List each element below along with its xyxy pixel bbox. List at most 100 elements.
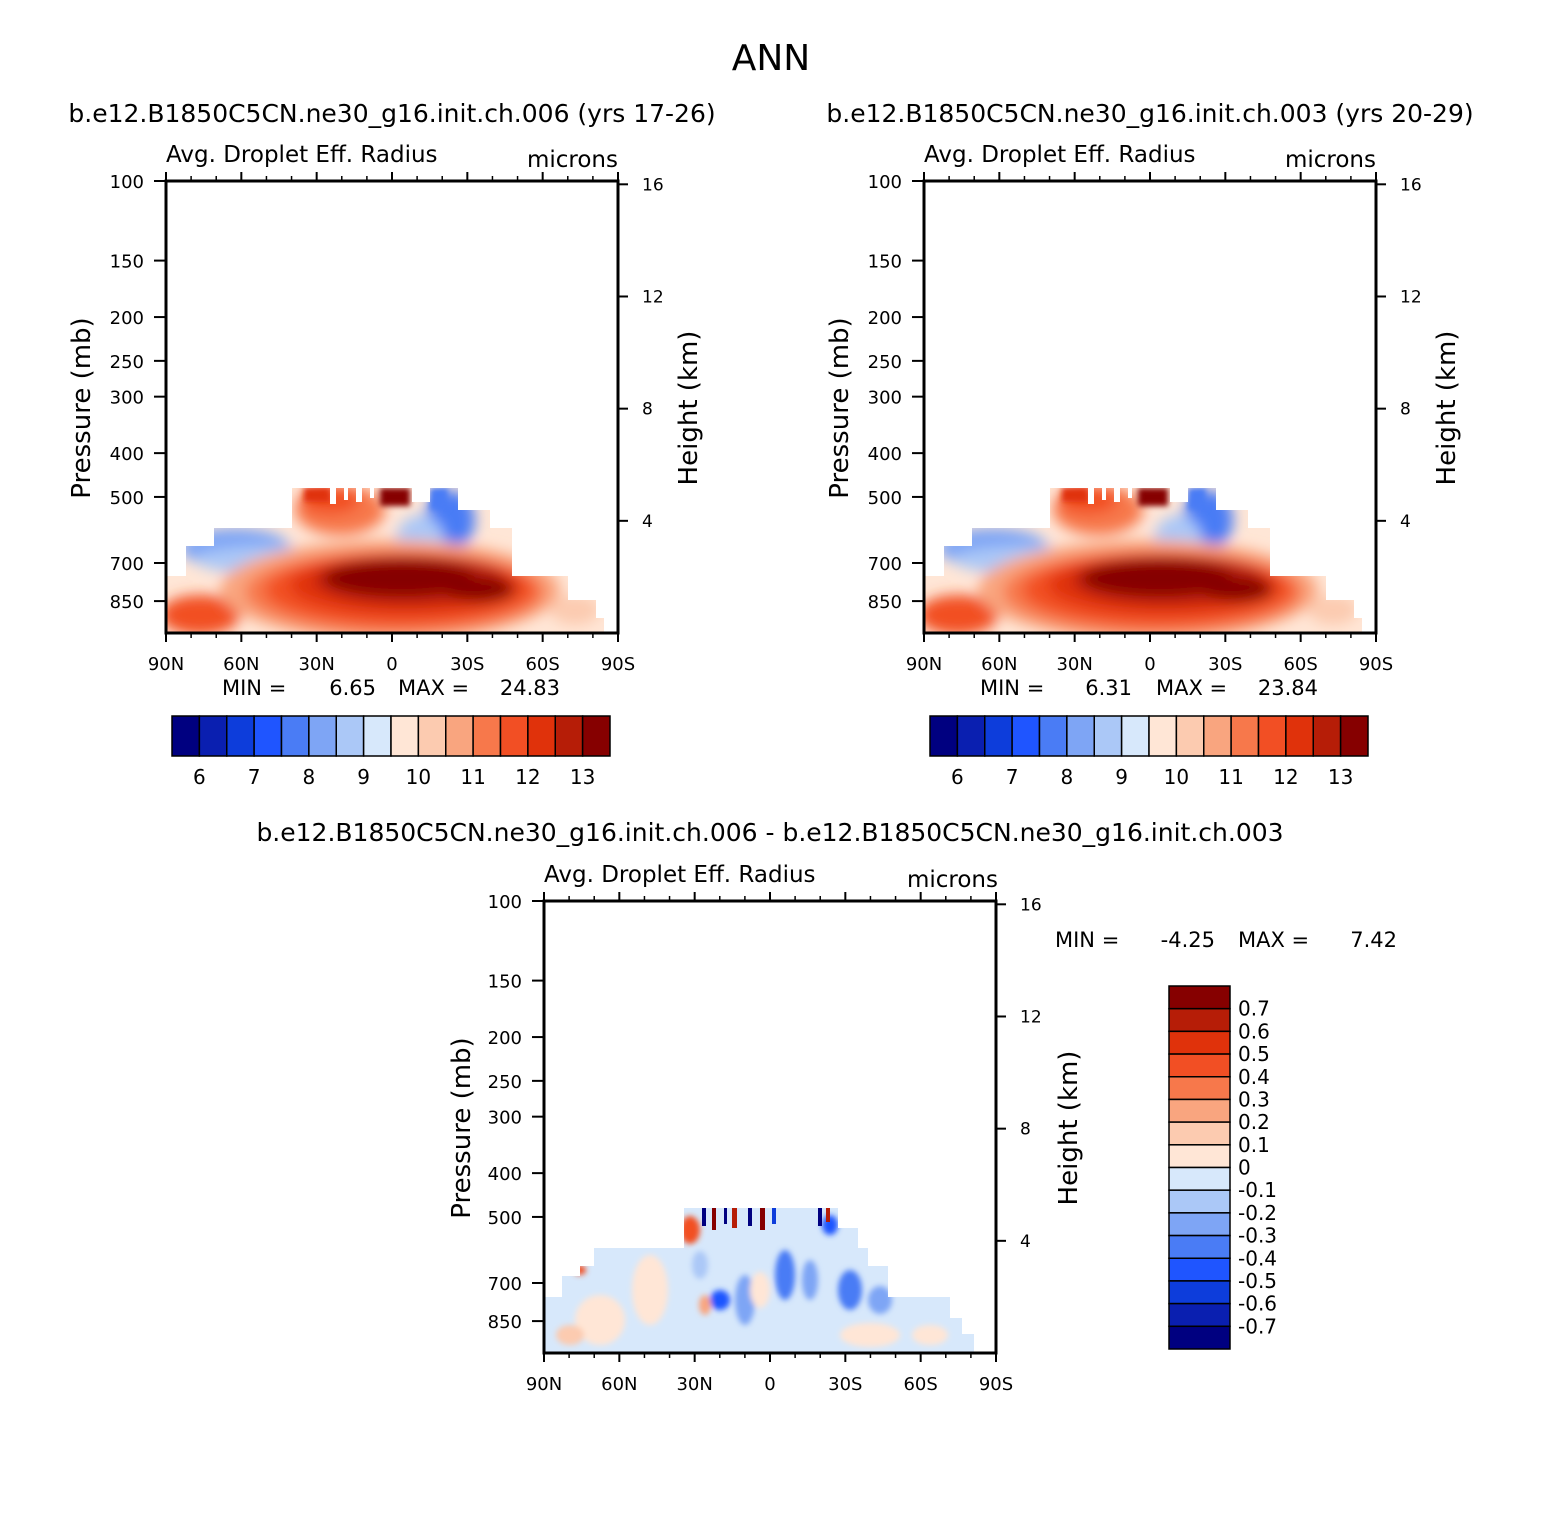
contour-field <box>544 901 996 1353</box>
min-label: MIN = <box>222 676 286 700</box>
y-right-tick-label: 8 <box>1020 1120 1031 1140</box>
ylabel-right: Height (km) <box>674 331 704 486</box>
panel-variable-title: Avg. Droplet Eff. Radius <box>544 862 816 888</box>
x-tick-label: 30S <box>450 654 484 675</box>
x-tick-label: 30N <box>1056 654 1092 675</box>
panel-case-label: b.e12.B1850C5CN.ne30_g16.init.ch.006 - b… <box>256 818 1283 847</box>
figure-title: ANN <box>732 38 811 79</box>
y-left-tick-label: 100 <box>868 172 902 193</box>
colorbar-swatch <box>1168 1076 1231 1101</box>
colorbar-label: 0.1 <box>1238 1133 1270 1157</box>
y-left-tick-label: 850 <box>110 592 144 613</box>
y-left-tick-label: 300 <box>868 388 902 409</box>
x-tick-label: 60S <box>525 654 559 675</box>
x-tick-label: 60S <box>1283 654 1317 675</box>
colorbar-swatch <box>1168 985 1231 1010</box>
colorbar-swatch <box>1168 1098 1231 1123</box>
colorbar-label: -0.6 <box>1238 1292 1277 1316</box>
colorbar-swatch <box>1011 715 1041 757</box>
colorbar-swatch <box>1168 1212 1231 1237</box>
y-left-tick-label: 250 <box>868 352 902 373</box>
colorbar-label: 12 <box>515 765 540 789</box>
colorbar-swatch <box>1168 1280 1231 1305</box>
colorbar-swatch <box>1168 1144 1231 1169</box>
colorbar-swatch <box>1230 715 1260 757</box>
min-value: -4.25 <box>1161 928 1215 952</box>
colorbar-label: -0.4 <box>1238 1246 1277 1270</box>
y-left-tick-label: 500 <box>488 1208 522 1229</box>
colorbar-swatch <box>198 715 228 757</box>
plot-frame: 90N 60N 30N 0 30S 60S 90S 100 150 200 250 300 400 500… <box>488 892 1042 1395</box>
y-right-tick-label: 8 <box>1400 400 1411 420</box>
colorbar-label: 0.5 <box>1238 1042 1270 1066</box>
colorbar-label: 13 <box>1328 765 1353 789</box>
panel-diff: b.e12.B1850C5CN.ne30_g16.init.ch.006 - b… <box>256 818 1397 1395</box>
min-label: MIN = <box>1055 928 1119 952</box>
colorbar-swatch <box>1339 715 1369 757</box>
colorbar-swatch <box>226 715 255 757</box>
colorbar-swatch <box>390 715 420 757</box>
colorbar: 0.70.60.50.40.30.20.10-0.1-0.2-0.3-0.4-0… <box>1168 985 1277 1350</box>
min-value: 6.65 <box>329 676 376 700</box>
colorbar-swatch <box>1168 1189 1231 1214</box>
colorbar-swatch <box>335 715 365 757</box>
y-left-tick-label: 150 <box>110 252 144 273</box>
max-value: 24.83 <box>500 676 560 700</box>
colorbar-label: -0.7 <box>1238 1314 1277 1338</box>
diff-streaks <box>702 1208 830 1230</box>
colorbar-swatch <box>1312 715 1342 757</box>
colorbar-label: 8 <box>1061 765 1074 789</box>
panel-variable-title: Avg. Droplet Eff. Radius <box>166 142 438 168</box>
x-tick-label: 60N <box>981 654 1017 675</box>
ylabel-right: Height (km) <box>1054 1051 1084 1206</box>
colorbar-swatch <box>171 715 201 757</box>
colorbar-swatch <box>554 715 584 757</box>
y-left-tick-label: 250 <box>488 1072 522 1093</box>
colorbar-label: 10 <box>1164 765 1189 789</box>
colorbar-swatch <box>362 715 392 757</box>
colorbar-swatch <box>1038 715 1068 757</box>
max-value: 7.42 <box>1350 928 1397 952</box>
x-tick-label: 90S <box>601 654 635 675</box>
colorbar-swatch <box>253 715 283 757</box>
y-left-tick-label: 500 <box>110 488 144 509</box>
x-tick-label: 30N <box>676 1374 712 1395</box>
y-left-tick-label: 850 <box>488 1312 522 1333</box>
max-label: MAX = <box>1156 676 1227 700</box>
panel-units: microns <box>527 147 618 173</box>
colorbar-swatch <box>1168 1234 1231 1259</box>
y-left-tick-label: 200 <box>868 308 902 329</box>
x-tick-label: 90N <box>906 654 942 675</box>
ylabel-left: Pressure (mb) <box>67 317 97 498</box>
colorbar-label: 6 <box>193 765 206 789</box>
x-tick-label: 0 <box>764 1374 775 1395</box>
colorbar-swatch <box>1257 715 1287 757</box>
panel-case2: b.e12.B1850C5CN.ne30_g16.init.ch.003 (yr… <box>825 99 1474 789</box>
y-right-tick-label: 4 <box>642 512 653 532</box>
y-left-tick-label: 500 <box>868 488 902 509</box>
x-tick-label: 0 <box>1144 654 1155 675</box>
colorbar-label: 6 <box>951 765 964 789</box>
colorbar-swatch <box>581 715 611 757</box>
y-left-tick-label: 100 <box>488 892 522 913</box>
colorbar-swatch <box>1093 715 1123 757</box>
colorbar-swatch <box>1148 715 1178 757</box>
colorbar-swatch <box>1066 715 1095 757</box>
panel-case-label: b.e12.B1850C5CN.ne30_g16.init.ch.003 (yr… <box>826 99 1473 128</box>
colorbar-swatch <box>956 715 986 757</box>
colorbar-label: 0.4 <box>1238 1065 1270 1089</box>
panel-units: microns <box>907 867 998 893</box>
colorbar-swatch <box>1120 715 1150 757</box>
y-right-tick-label: 4 <box>1400 512 1411 532</box>
y-right-tick-label: 16 <box>642 175 664 195</box>
y-left-tick-label: 200 <box>488 1028 522 1049</box>
missing-data-gaps <box>544 901 996 1353</box>
x-tick-label: 0 <box>386 654 397 675</box>
y-left-tick-label: 150 <box>488 972 522 993</box>
colorbar-swatch <box>280 715 310 757</box>
y-left-tick-label: 700 <box>110 554 144 575</box>
x-tick-label: 90N <box>526 1374 562 1395</box>
colorbar-swatch <box>1168 1007 1231 1033</box>
x-tick-label: 30S <box>828 1374 862 1395</box>
panel-case1: b.e12.B1850C5CN.ne30_g16.init.ch.006 (yr… <box>67 99 716 789</box>
